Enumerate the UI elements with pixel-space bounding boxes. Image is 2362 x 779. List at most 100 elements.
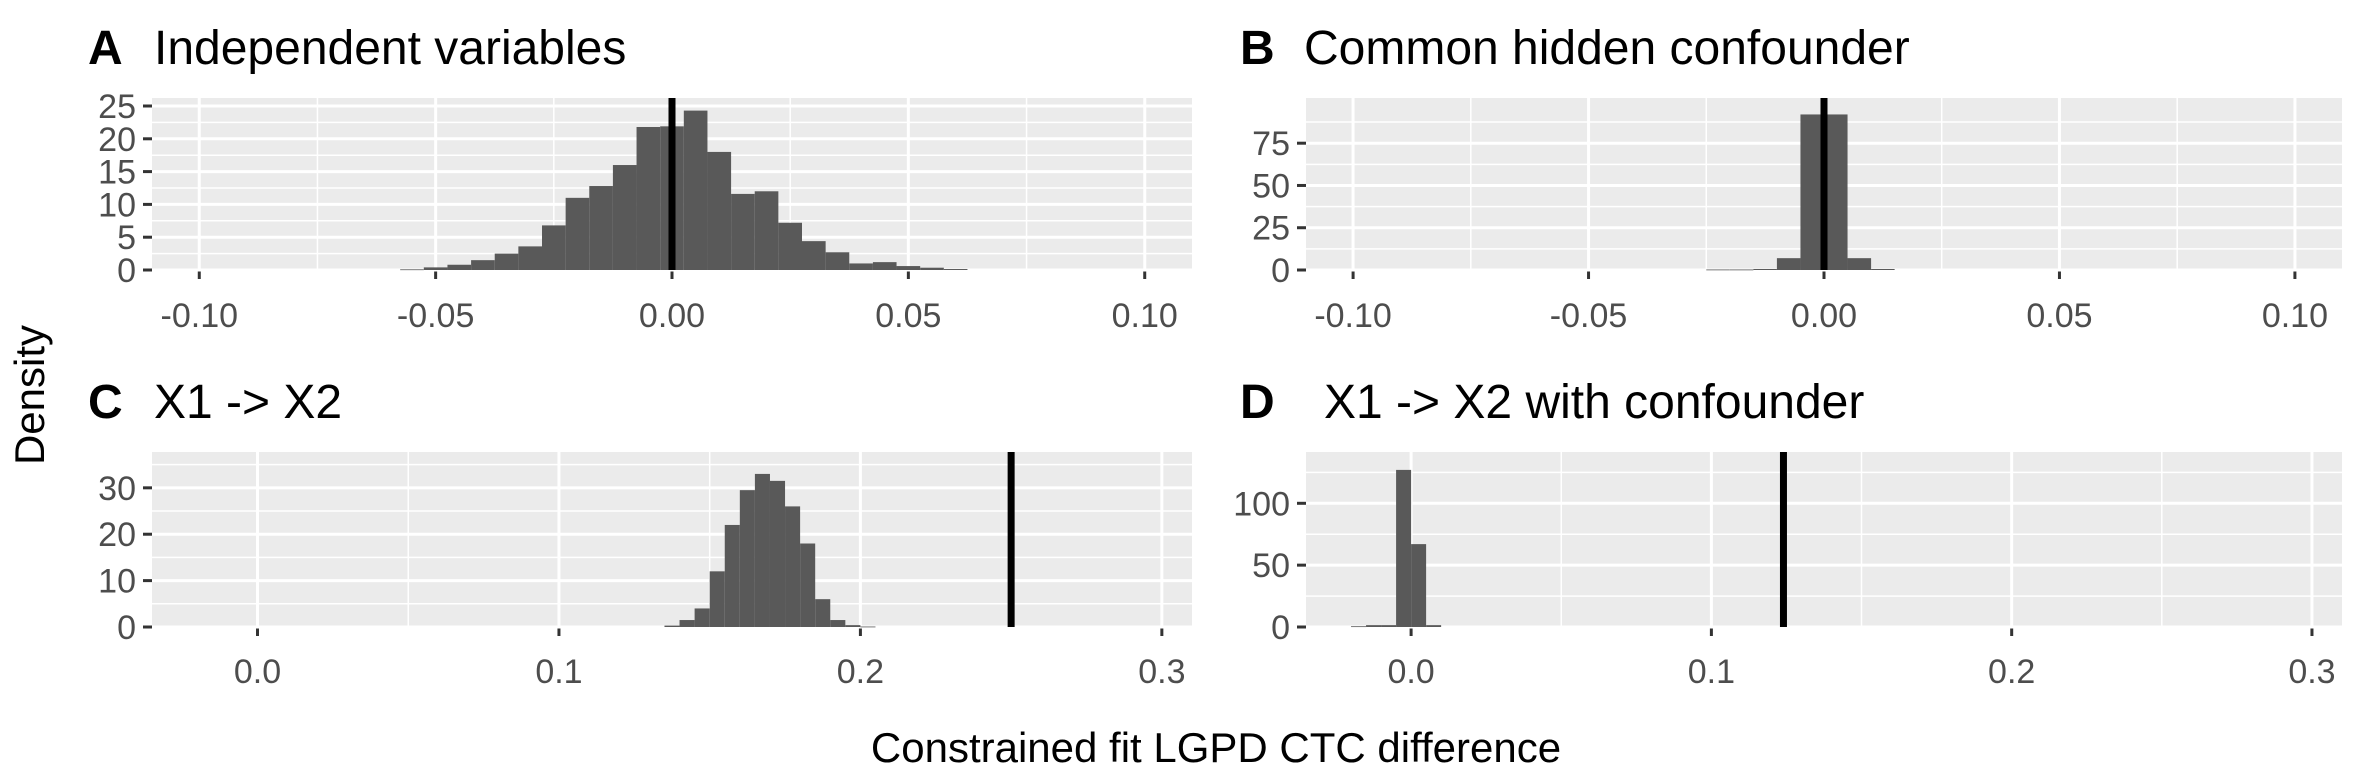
x-tick-label: 0.10 [2262,297,2328,335]
histogram-bar [1776,258,1801,270]
x-tick-label: 0.05 [875,297,941,335]
x-tick-label: 0.10 [1112,297,1178,335]
y-tick-label: 100 [1233,485,1290,523]
x-axis-title: Constrained fit LGPD CTC difference [871,724,1561,771]
histogram-bar [471,260,495,270]
x-tick-label: 0.3 [1138,653,1185,691]
histogram-bar [636,126,661,270]
histogram-bar [896,266,921,270]
x-tick-label: 0.05 [2026,297,2092,335]
histogram-bar [849,263,873,270]
histogram-bar [731,193,755,270]
histogram-bar [1381,625,1397,627]
y-tick-label: 0 [1271,252,1290,290]
histogram-bar [542,225,566,270]
y-tick-label: 10 [98,186,136,224]
histogram-bar [778,222,802,270]
histogram-bar [860,626,876,628]
histogram-bar [800,543,816,627]
y-tick-label: 50 [1252,547,1290,585]
histogram-bar [825,252,850,270]
y-axis-title: Density [6,325,53,465]
histogram-bar [400,269,424,271]
histogram-bar [769,480,786,627]
y-tick-label: 20 [98,121,136,159]
histogram-bar [423,267,448,270]
histogram-bar [754,473,770,627]
x-tick-label: 0.0 [1387,653,1434,691]
y-tick-label: 0 [117,252,136,290]
panel-d: 0.0 0.1 0.2 0.3 0 50 100 D X1 -> X2 with confoun… [1233,376,2342,691]
histogram-bar [683,110,708,270]
y-tick-label: 10 [98,563,136,601]
panel-b: -0.10 -0.05 0.00 0.05 0.10 0 25 50 75 B Common hid… [1240,22,2342,335]
y-tick-label: 15 [98,154,136,192]
x-tick-label: 0.3 [2288,653,2335,691]
x-tick-label: -0.05 [397,297,475,335]
panel-title-text: Common hidden confounder [1304,22,1910,75]
x-tick-label: 0.00 [639,297,705,335]
y-tick-label: 25 [1252,210,1290,248]
histogram-bar [754,191,779,270]
histogram-bar [1411,544,1427,627]
x-tick-label: 0.00 [1791,297,1857,335]
histogram-bar [815,599,831,627]
histogram-bar [447,264,472,270]
histogram-bar [694,608,710,627]
histogram-bar [1366,625,1382,627]
panel-background [1306,452,2342,627]
histogram-bar [1396,469,1412,627]
panel-title-text: X1 -> X2 with confounder [1324,376,1864,429]
histogram-bar [872,262,897,270]
histogram-bar [1824,114,1848,270]
y-tick-label: 75 [1252,125,1290,163]
panel-title: B Common hidden confounder [1240,22,1910,75]
x-tick-label: 0.0 [234,653,281,691]
histogram-bar [1351,626,1367,628]
panel-tag: D [1240,376,1275,429]
histogram-bar [612,165,637,270]
histogram-bar [1847,258,1872,270]
x-tick-label: 0.1 [535,653,582,691]
histogram-bar [943,269,968,270]
histogram-bar [802,241,826,270]
panel-title-text: Independent variables [154,22,626,75]
histogram-bar [1800,114,1824,270]
histogram-bar [785,506,801,627]
histogram-bar [679,620,695,627]
histogram-bar [707,151,732,270]
histogram-bar [664,625,680,627]
y-tick-label: 0 [1271,609,1290,647]
y-tick-label: 20 [98,516,136,554]
panel-tag: B [1240,22,1275,75]
panel-title: C X1 -> X2 [88,376,342,429]
y-tick-label: 25 [98,88,136,126]
histogram-bar [565,197,590,270]
histogram-bar [494,253,519,270]
histogram-bar [830,620,846,627]
histogram-bar [1753,268,1777,270]
x-tick-label: -0.05 [1550,297,1628,335]
histogram-bar [1426,625,1442,627]
histogram-bar [1871,268,1895,270]
x-tick-label: 0.2 [1988,653,2035,691]
histogram-bar [920,267,944,270]
histogram-bar [724,524,740,627]
panel-tag: A [88,22,123,75]
x-tick-label: -0.10 [161,297,239,335]
panel-title-text: X1 -> X2 [154,376,342,429]
histogram-bar [518,246,542,270]
y-tick-label: 0 [117,609,136,647]
histogram-bar [1729,269,1754,271]
histogram-bar [1706,269,1730,271]
x-tick-label: -0.10 [1314,297,1392,335]
panel-tag: C [88,376,123,429]
x-tick-label: 0.2 [837,653,884,691]
panel-background [152,452,1192,627]
y-tick-label: 30 [98,470,136,508]
panel-title: A Independent variables [88,22,626,75]
x-tick-label: 0.1 [1688,653,1735,691]
histogram-bar [589,186,613,270]
